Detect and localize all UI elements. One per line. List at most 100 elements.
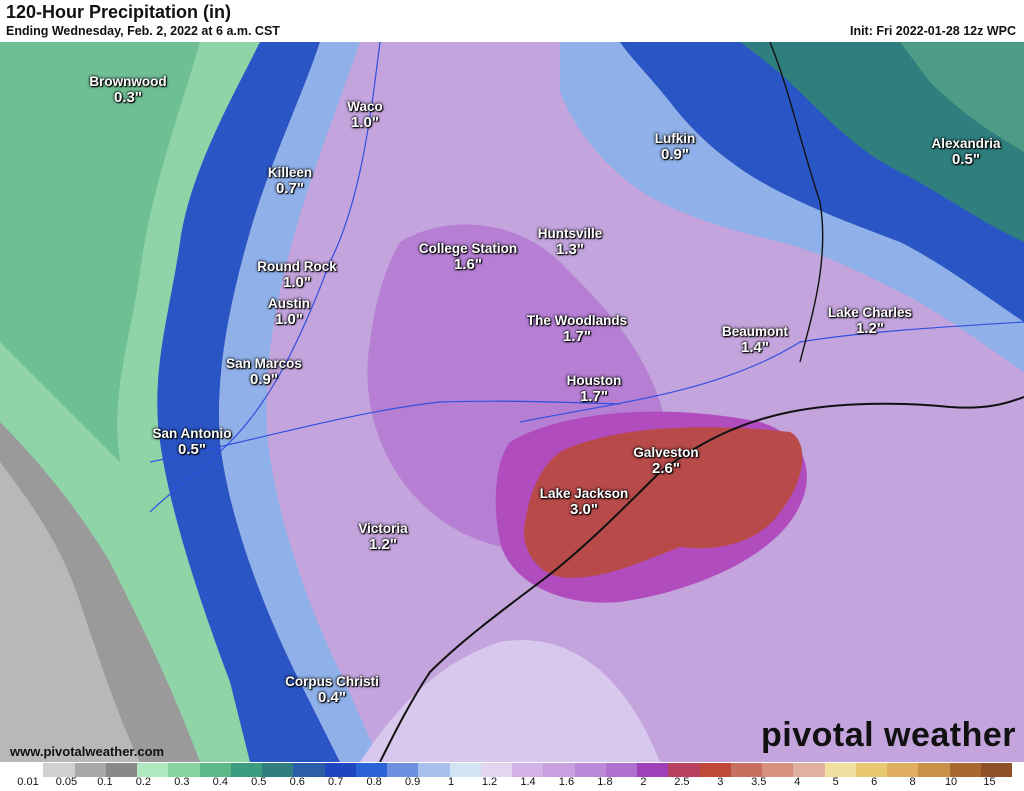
legend-tick-label: 1.6 bbox=[558, 776, 575, 788]
city-label-galveston: Galveston 2.6" bbox=[633, 445, 699, 477]
legend-color-bar bbox=[12, 763, 1012, 779]
legend-swatch bbox=[730, 763, 762, 777]
legend-tick-label: 3 bbox=[717, 776, 724, 788]
legend-swatch bbox=[793, 763, 825, 777]
city-label-round-rock: Round Rock 1.0" bbox=[257, 259, 337, 291]
map-subtitle: Ending Wednesday, Feb. 2, 2022 at 6 a.m.… bbox=[6, 24, 280, 38]
legend-swatch bbox=[137, 763, 169, 777]
legend-tick-label: 0.8 bbox=[366, 776, 382, 788]
city-label-alexandria: Alexandria 0.5" bbox=[931, 136, 1001, 168]
river bbox=[149, 42, 381, 513]
green-zone-northeast bbox=[900, 42, 1024, 152]
legend-swatch bbox=[543, 763, 575, 777]
legend-swatch bbox=[980, 763, 1012, 777]
legend-swatch bbox=[355, 763, 387, 777]
legend-swatch bbox=[855, 763, 887, 777]
city-label-lake-jackson: Lake Jackson 3.0" bbox=[539, 486, 629, 518]
legend-swatch bbox=[574, 763, 606, 777]
legend-tick-label: 0.4 bbox=[212, 776, 228, 788]
legend-swatch bbox=[699, 763, 731, 777]
legend-tick-label: 10 bbox=[944, 776, 958, 788]
legend-tick-label: 0.05 bbox=[55, 776, 78, 788]
city-label-lake-charles: Lake Charles 1.2" bbox=[827, 305, 913, 337]
legend-tick-label: 6 bbox=[871, 776, 878, 788]
legend-tick-label: 4 bbox=[794, 776, 801, 788]
legend-tick-label: 8 bbox=[909, 776, 916, 788]
city-label-huntsville: Huntsville 1.3" bbox=[537, 226, 603, 258]
legend-swatch bbox=[199, 763, 231, 777]
color-legend: 0.01 0.05 0.1 0.2 0.3 0.4 0.5 0.6 0.7 0.8 0.9 1 1.2 1… bbox=[0, 762, 1024, 791]
website-credit[interactable]: www.pivotalweather.com bbox=[10, 744, 165, 759]
map-title: 120-Hour Precipitation (in) bbox=[6, 2, 232, 22]
max-precip-zone bbox=[524, 427, 803, 578]
legend-tick-label: 0.1 bbox=[97, 776, 113, 788]
city-label-the-woodlands: The Woodlands 1.7" bbox=[526, 313, 628, 345]
legend-tick-label: 5 bbox=[832, 776, 839, 788]
legend-swatch bbox=[105, 763, 137, 777]
legend-tick-label: 0.6 bbox=[289, 776, 305, 788]
light-purple-coast bbox=[360, 640, 660, 762]
city-label-san-antonio: San Antonio 0.5" bbox=[152, 426, 232, 458]
legend-swatch bbox=[605, 763, 637, 777]
legend-tick-label: 1.4 bbox=[520, 776, 536, 788]
city-label-beaumont: Beaumont 1.4" bbox=[721, 324, 789, 356]
blue-band-west bbox=[157, 42, 340, 762]
legend-swatch bbox=[418, 763, 450, 777]
header: 120-Hour Precipitation (in) Ending Wedne… bbox=[0, 0, 1024, 42]
city-label-waco: Waco 1.0" bbox=[347, 99, 383, 131]
legend-tick-label: 2.5 bbox=[674, 776, 690, 788]
legend-tick-label: 1 bbox=[448, 776, 455, 788]
legend-swatch bbox=[324, 763, 356, 777]
legend-swatch bbox=[293, 763, 325, 777]
highway bbox=[519, 321, 1024, 423]
brand-logo: pivotal weather bbox=[760, 716, 1016, 754]
legend-swatch bbox=[668, 763, 700, 777]
city-label-killeen: Killeen 0.7" bbox=[267, 165, 313, 197]
legend-swatch bbox=[230, 763, 262, 777]
legend-ticks: 0.01 0.05 0.1 0.2 0.3 0.4 0.5 0.6 0.7 0.8 0.9 1 1.2 1… bbox=[12, 776, 1012, 790]
legend-tick-label: 1.8 bbox=[597, 776, 613, 788]
legend-swatch bbox=[762, 763, 794, 777]
city-label-college-station: College Station 1.6" bbox=[418, 241, 518, 273]
legend-swatch bbox=[824, 763, 856, 777]
map-canvas bbox=[0, 42, 1024, 762]
city-label-corpus-christi: Corpus Christi 0.4" bbox=[285, 674, 379, 706]
legend-tick-label: 0.7 bbox=[328, 776, 344, 788]
legend-swatch bbox=[262, 763, 294, 777]
gray-zone-inner bbox=[0, 462, 140, 762]
legend-swatch bbox=[168, 763, 200, 777]
city-label-victoria: Victoria 1.2" bbox=[358, 521, 408, 553]
legend-tick-label: 0.3 bbox=[174, 776, 190, 788]
precipitation-map[interactable]: Brownwood 0.3" Waco 1.0" Killeen 0.7" Lufki… bbox=[0, 42, 1024, 762]
legend-swatch bbox=[949, 763, 981, 777]
green-zone-dark bbox=[0, 42, 200, 462]
city-label-lufkin: Lufkin 0.9" bbox=[654, 131, 696, 163]
legend-tick-label: 0.9 bbox=[404, 776, 421, 788]
legend-swatch bbox=[637, 763, 669, 777]
city-label-austin: Austin 1.0" bbox=[268, 296, 310, 328]
legend-swatch bbox=[480, 763, 512, 777]
legend-tick-label: 15 bbox=[983, 776, 996, 788]
legend-swatch bbox=[12, 763, 44, 777]
legend-swatch bbox=[449, 763, 481, 777]
legend-tick-label: 0.01 bbox=[17, 776, 39, 788]
legend-tick-label: 3.5 bbox=[751, 776, 767, 788]
city-label-san-marcos: San Marcos 0.9" bbox=[226, 356, 302, 388]
legend-swatch bbox=[43, 763, 75, 777]
legend-swatch bbox=[918, 763, 950, 777]
legend-swatch bbox=[74, 763, 106, 777]
city-label-houston: Houston 1.7" bbox=[566, 373, 622, 405]
light-blue-band-west bbox=[219, 42, 380, 762]
coastline bbox=[379, 396, 1024, 762]
highway bbox=[149, 400, 621, 463]
legend-tick-label: 2 bbox=[640, 776, 647, 788]
state-border bbox=[769, 42, 824, 363]
legend-swatch bbox=[512, 763, 544, 777]
legend-swatch bbox=[387, 763, 419, 777]
init-time: Init: Fri 2022-01-28 12z WPC bbox=[849, 24, 1016, 38]
legend-tick-label: 0.5 bbox=[251, 776, 267, 788]
legend-tick-label: 1.2 bbox=[481, 776, 498, 788]
city-label-brownwood: Brownwood 0.3" bbox=[89, 74, 167, 106]
legend-swatch bbox=[887, 763, 919, 777]
legend-tick-label: 0.2 bbox=[135, 776, 152, 788]
